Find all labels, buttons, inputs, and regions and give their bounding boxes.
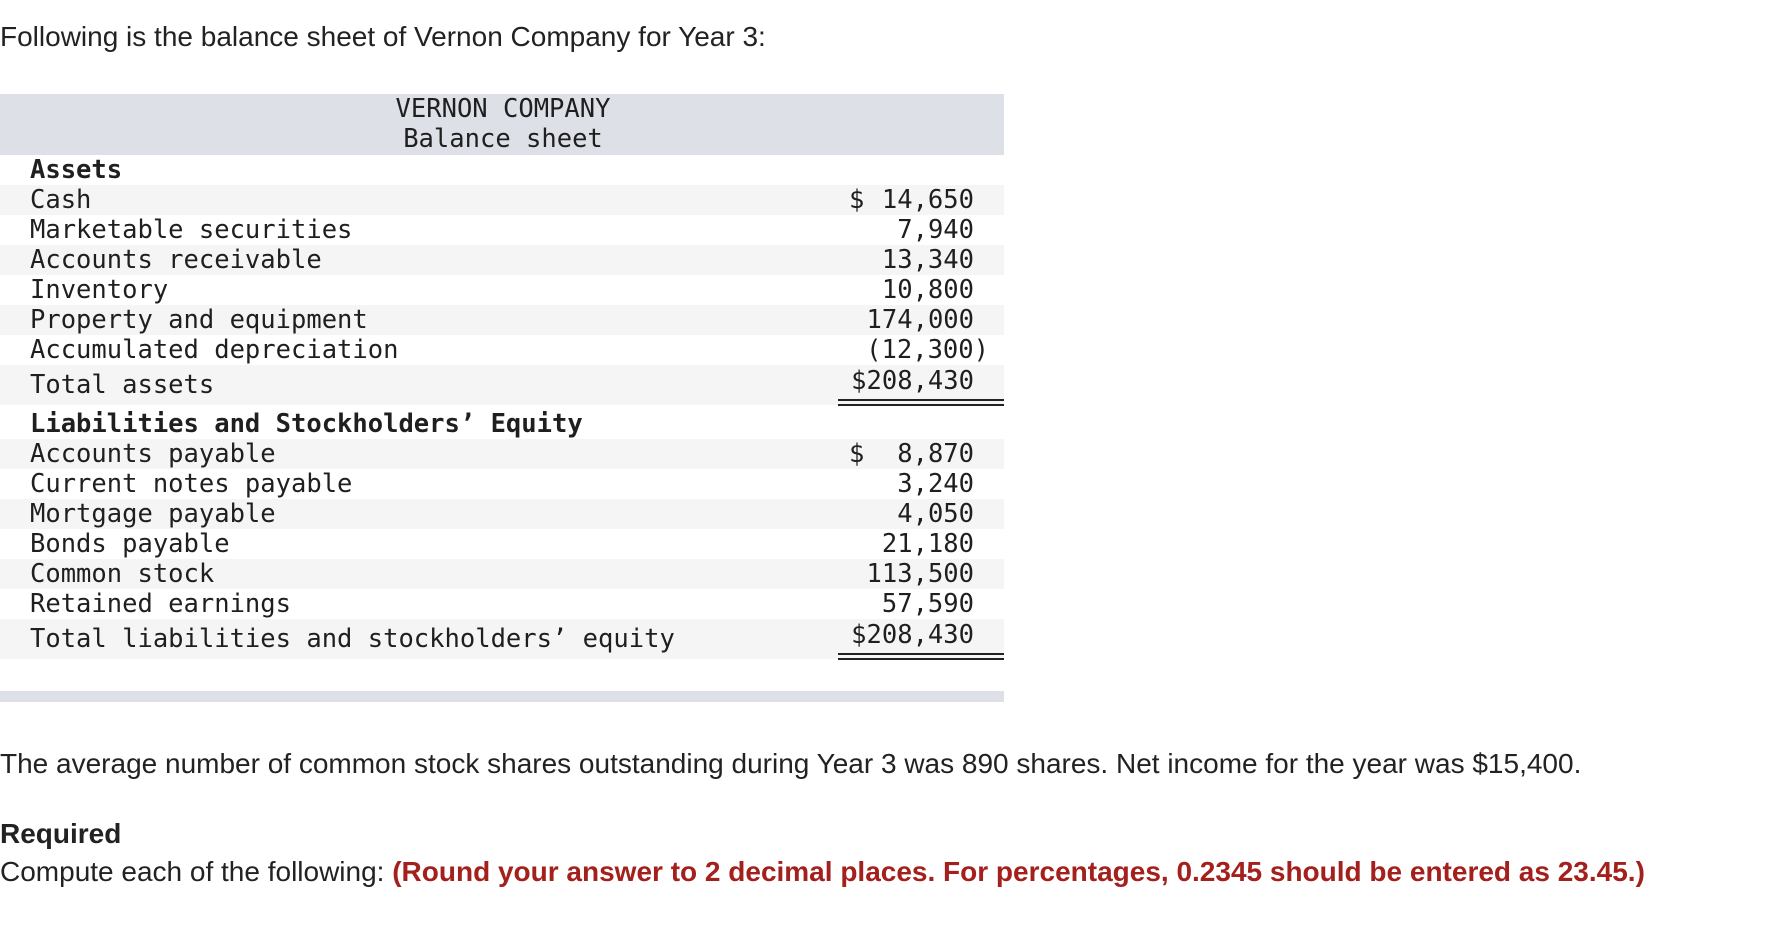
asset-amount: 14,650: [881, 185, 974, 215]
asset-label: Inventory: [30, 275, 169, 305]
asset-label: Cash: [30, 185, 92, 215]
asset-amount: 174,000: [866, 305, 974, 335]
balance-sheet-table: VERNON COMPANY Balance sheet Assets Cash…: [0, 94, 1004, 702]
asset-row: Accounts receivable 13,340: [0, 245, 1004, 275]
asset-row: Marketable securities 7,940: [0, 215, 1004, 245]
total-liabilities-amount: $208,430: [851, 620, 974, 650]
liability-row: Mortgage payable 4,050: [0, 499, 1004, 529]
required-heading: Required: [0, 818, 122, 849]
balance-sheet-header: VERNON COMPANY Balance sheet: [0, 94, 1004, 155]
assets-heading-row: Assets: [0, 155, 1004, 185]
asset-amount: 10,800: [881, 275, 974, 305]
asset-label: Accumulated depreciation: [30, 335, 399, 365]
liability-amount: 21,180: [881, 529, 974, 559]
asset-label: Marketable securities: [30, 215, 353, 245]
company-name: VERNON COMPANY: [395, 94, 611, 124]
dollar-sign: $: [849, 439, 865, 469]
statement-title: Balance sheet: [403, 124, 603, 154]
total-liabilities-row: Total liabilities and stockholders’ equi…: [0, 619, 1004, 660]
asset-row: Property and equipment 174,000: [0, 305, 1004, 335]
liability-label: Current notes payable: [30, 469, 353, 499]
info-text: The average number of common stock share…: [0, 748, 1582, 779]
asset-row: Cash $ 14,650: [0, 185, 1004, 215]
total-double-rule: [838, 399, 1004, 406]
liability-amount: 3,240: [897, 469, 974, 499]
liability-row: Common stock 113,500: [0, 559, 1004, 589]
liability-label: Common stock: [30, 559, 215, 589]
dollar-sign: $: [849, 185, 865, 215]
liability-label: Accounts payable: [30, 439, 276, 469]
asset-amount: (12,300): [866, 335, 989, 365]
total-assets-amount: $208,430: [851, 366, 974, 396]
intro-text: Following is the balance sheet of Vernon…: [0, 21, 766, 52]
compute-instruction: Compute each of the following: (Round yo…: [0, 853, 1780, 891]
liability-amount: 57,590: [881, 589, 974, 619]
liability-row: Retained earnings 57,590: [0, 589, 1004, 622]
liabilities-heading: Liabilities and Stockholders’ Equity: [30, 409, 583, 439]
total-liabilities-label: Total liabilities and stockholders’ equi…: [30, 624, 675, 654]
total-assets-row: Total assets $208,430: [0, 365, 1004, 406]
liabilities-heading-row: Liabilities and Stockholders’ Equity: [0, 405, 1004, 439]
asset-label: Property and equipment: [30, 305, 368, 335]
asset-row: Inventory 10,800: [0, 275, 1004, 305]
rounding-note: (Round your answer to 2 decimal places. …: [392, 856, 1645, 887]
asset-row: Accumulated depreciation (12,300): [0, 335, 1004, 368]
liability-label: Mortgage payable: [30, 499, 276, 529]
liability-row: Bonds payable 21,180: [0, 529, 1004, 559]
asset-amount: 13,340: [881, 245, 974, 275]
balance-sheet-footer: [0, 691, 1004, 702]
liability-amount: 8,870: [897, 439, 974, 469]
liability-row: Accounts payable $ 8,870: [0, 439, 1004, 469]
liability-amount: 4,050: [897, 499, 974, 529]
liability-label: Bonds payable: [30, 529, 230, 559]
asset-amount: 7,940: [897, 215, 974, 245]
liability-amount: 113,500: [866, 559, 974, 589]
liability-row: Current notes payable 3,240: [0, 469, 1004, 499]
asset-label: Accounts receivable: [30, 245, 322, 275]
total-double-rule: [838, 653, 1004, 660]
compute-text: Compute each of the following:: [0, 856, 393, 887]
liability-label: Retained earnings: [30, 589, 291, 619]
assets-heading: Assets: [30, 155, 123, 185]
total-assets-label: Total assets: [30, 370, 215, 400]
